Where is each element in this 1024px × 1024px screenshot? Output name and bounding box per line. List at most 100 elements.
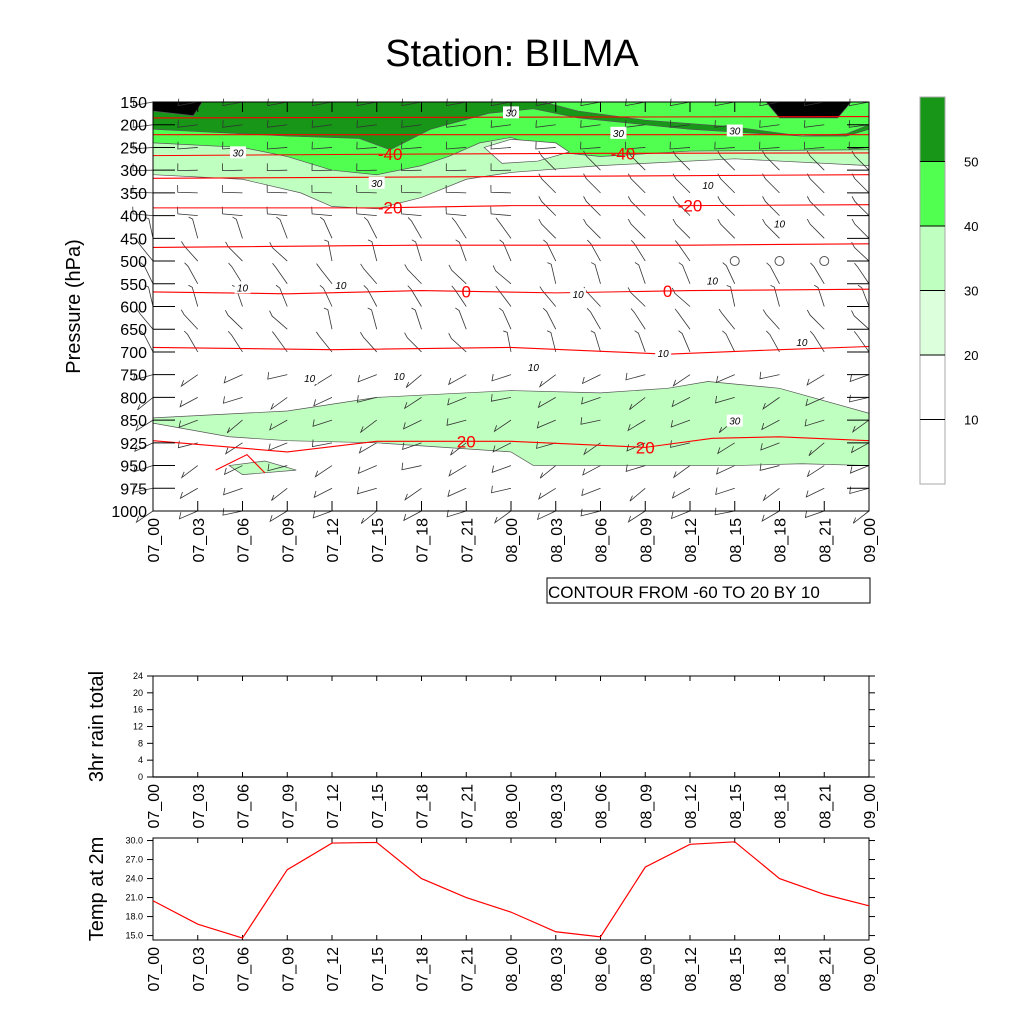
wind-barb: [538, 173, 557, 194]
wind-barb: [446, 509, 467, 518]
y-tick-label: 250: [120, 140, 147, 157]
x-tick-label: 08_09: [638, 518, 655, 563]
y-tick-label: 24: [133, 671, 143, 681]
wind-barb: [448, 465, 467, 477]
wind-barb: [806, 218, 825, 239]
x-tick-label: 07_00: [146, 947, 163, 992]
wind-barb: [770, 284, 780, 307]
y-tick-label: 925: [120, 436, 147, 453]
wind-barb: [535, 98, 556, 107]
wind-barb: [581, 397, 601, 405]
wind-barb: [580, 417, 601, 425]
wind-barb: [538, 150, 557, 171]
wind-barb: [360, 332, 378, 353]
wind-speed-label: 10: [658, 349, 670, 360]
wind-barb: [583, 218, 601, 239]
temperature-contour: [152, 174, 870, 179]
wind-barb: [360, 510, 378, 524]
wind-barb: [547, 262, 557, 284]
x-tick-label: 08_21: [817, 518, 834, 563]
label-bg: [726, 414, 743, 427]
wind-barb: [627, 150, 646, 171]
wind-barb: [848, 98, 870, 107]
wind-barb: [580, 141, 601, 150]
wind-barb: [759, 98, 780, 107]
label-bg: [570, 288, 587, 301]
wind-barb: [177, 206, 198, 217]
y-tick-label: 450: [120, 231, 147, 248]
wind-barb: [715, 395, 735, 404]
wind-barb: [759, 463, 780, 471]
wind-barb: [716, 465, 735, 475]
wind-barb: [144, 216, 154, 239]
temp-panel: 15.0 18.0 21.0 24.0 27.0 30.0 Temp at 2m 07_00 0…: [86, 836, 879, 992]
wind-barb: [404, 264, 422, 285]
wind-barb: [678, 262, 691, 284]
wind-barb: [407, 217, 422, 239]
wind-barb: [535, 120, 556, 128]
wind-barb: [177, 98, 198, 107]
wind-barb: [315, 331, 333, 353]
wind-barb: [311, 439, 333, 448]
wind-barb: [803, 141, 825, 150]
y-tick-label: 950: [120, 459, 147, 476]
wind-barb: [762, 487, 780, 502]
wind-barb: [446, 98, 467, 107]
wind-barb: [266, 141, 288, 150]
wind-speed-label: 10: [528, 363, 540, 374]
colorbar-label: 10: [964, 413, 978, 428]
wind-barb: [806, 465, 825, 478]
wind-barb: [224, 309, 243, 330]
wind-barb: [669, 141, 691, 150]
wind-barb: [629, 487, 646, 502]
wind-barb: [180, 374, 198, 388]
wind-barb: [232, 216, 243, 239]
x-tick-label: 07_12: [325, 947, 342, 992]
x-tick-label: 08_18: [773, 947, 790, 992]
wind-barb: [805, 487, 825, 498]
wind-barb: [537, 510, 556, 521]
wind-barb: [271, 331, 288, 353]
label-bg: [368, 176, 385, 189]
y-axis-label: Temp at 2m: [86, 837, 108, 941]
label-bg: [699, 179, 716, 192]
wind-barb: [179, 397, 198, 408]
x-tick-label: 07_21: [459, 518, 476, 563]
x-tick-label: 08_00: [504, 947, 521, 992]
wind-barb: [405, 374, 422, 388]
wind-barb: [717, 218, 736, 239]
wind-barb: [222, 120, 243, 128]
wind-barb: [400, 185, 422, 194]
x-tick-label: 07_15: [370, 784, 387, 829]
wind-barb: [581, 374, 601, 385]
wind-barb: [670, 510, 691, 520]
temperature-contour: [152, 288, 870, 295]
x-tick-label: 07_09: [280, 518, 297, 563]
wind-barb: [759, 371, 780, 380]
wind-barb: [808, 442, 825, 456]
y-tick-label: 24.0: [125, 874, 143, 884]
wind-barb: [634, 330, 646, 353]
wind-barb: [411, 239, 422, 262]
wind-barb: [184, 262, 199, 284]
x-tick-label: 09_00: [862, 784, 879, 829]
wind-barb: [178, 510, 198, 520]
y-tick-label: 8: [138, 738, 143, 748]
wind-speed-shading-7: [765, 102, 852, 119]
y-tick-label: 400: [120, 209, 147, 226]
wind-barb: [678, 330, 691, 353]
wind-barb: [853, 331, 870, 353]
colorbar-swatch: [919, 161, 946, 227]
wind-barb: [852, 510, 870, 524]
wind-barb: [356, 98, 377, 107]
contour-note-box: [546, 577, 871, 604]
temperature-contour-label: -20: [678, 197, 703, 216]
wind-barb: [806, 196, 825, 216]
y-tick-label: 18.0: [125, 912, 143, 922]
colorbar: 10 20 30 40 50: [919, 96, 978, 485]
wind-barb: [718, 308, 736, 330]
x-tick-label: 08_12: [683, 947, 700, 992]
x-tick-label: 08_00: [504, 784, 521, 829]
wind-barb: [722, 330, 736, 353]
wind-speed-label: 30: [371, 179, 383, 190]
